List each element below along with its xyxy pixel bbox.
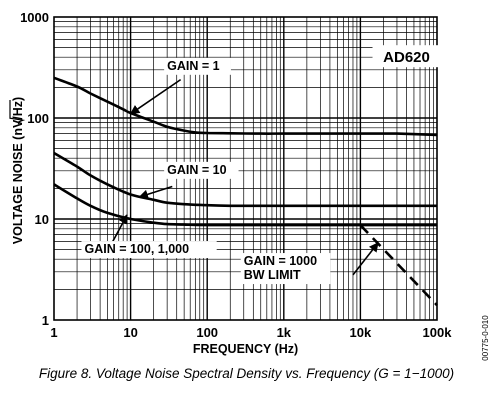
series-line-3	[359, 224, 438, 307]
x-tick-label: 100k	[423, 325, 453, 340]
y-tick-label: 10	[35, 212, 49, 227]
chart-label-background	[372, 45, 441, 68]
y-tick-label: 1000	[20, 10, 49, 25]
series-layer	[53, 76, 438, 307]
annotation-background-3	[240, 253, 331, 285]
plot-frame	[53, 16, 438, 321]
x-tick-label: 1	[50, 325, 57, 340]
y-tick-labels: 1 10 100 1000	[20, 10, 49, 328]
annotation-background-2	[81, 241, 217, 259]
annotations: GAIN = 1 GAIN = 10 GAIN = 100, 1,000 GAIN =…	[81, 57, 379, 285]
annotation-line: GAIN = 1000	[244, 254, 317, 268]
y-axis-title-suffix: )	[11, 97, 25, 101]
annotation-line: GAIN = 10	[167, 163, 226, 177]
x-axis-title: FREQUENCY (Hz)	[193, 342, 298, 356]
series-line-0	[53, 76, 438, 137]
x-tick-labels: 1 10 100 1k 10k 100k	[50, 325, 452, 340]
annotation-label-1: GAIN = 10	[167, 163, 226, 177]
series-line-2	[53, 183, 437, 227]
y-tick-label: 100	[27, 111, 49, 126]
annotation-arrow-3	[352, 242, 379, 276]
annotation-line: GAIN = 100, 1,000	[84, 242, 189, 256]
x-tick-label: 10k	[350, 325, 372, 340]
y-axis-title-prefix: VOLTAGE NOISE (nV/	[11, 116, 25, 245]
sqrt-symbol	[9, 99, 26, 125]
annotation-background-0	[164, 57, 231, 75]
y-axis-title: VOLTAGE NOISE (nV/Hz)	[9, 97, 26, 244]
y-tick-label: 1	[42, 313, 49, 328]
x-tick-label: 1k	[277, 325, 292, 340]
figure-caption: Figure 8. Voltage Noise Spectral Density…	[38, 366, 455, 381]
annotation-arrow-2	[110, 213, 128, 246]
figure-code: 00775-0-010	[481, 315, 490, 361]
x-tick-label: 10	[123, 325, 137, 340]
annotation-arrow-0	[129, 78, 182, 115]
annotation-line: GAIN = 1	[167, 59, 219, 73]
annotation-arrow-1	[138, 185, 173, 199]
annotation-label-3: GAIN = 1000 BW LIMIT	[244, 254, 317, 282]
annotation-label-2: GAIN = 100, 1,000	[84, 242, 189, 256]
x-tick-label: 100	[196, 325, 218, 340]
series-line-1	[53, 151, 437, 208]
y-axis-title-radicand: Hz	[11, 101, 25, 116]
annotation-line: BW LIMIT	[244, 268, 301, 282]
chart-label: AD620	[383, 49, 430, 66]
annotation-background-1	[164, 161, 239, 179]
annotation-label-0: GAIN = 1	[167, 59, 219, 73]
svg-text:VOLTAGE NOISE (nV/Hz): VOLTAGE NOISE (nV/Hz)	[11, 97, 25, 244]
